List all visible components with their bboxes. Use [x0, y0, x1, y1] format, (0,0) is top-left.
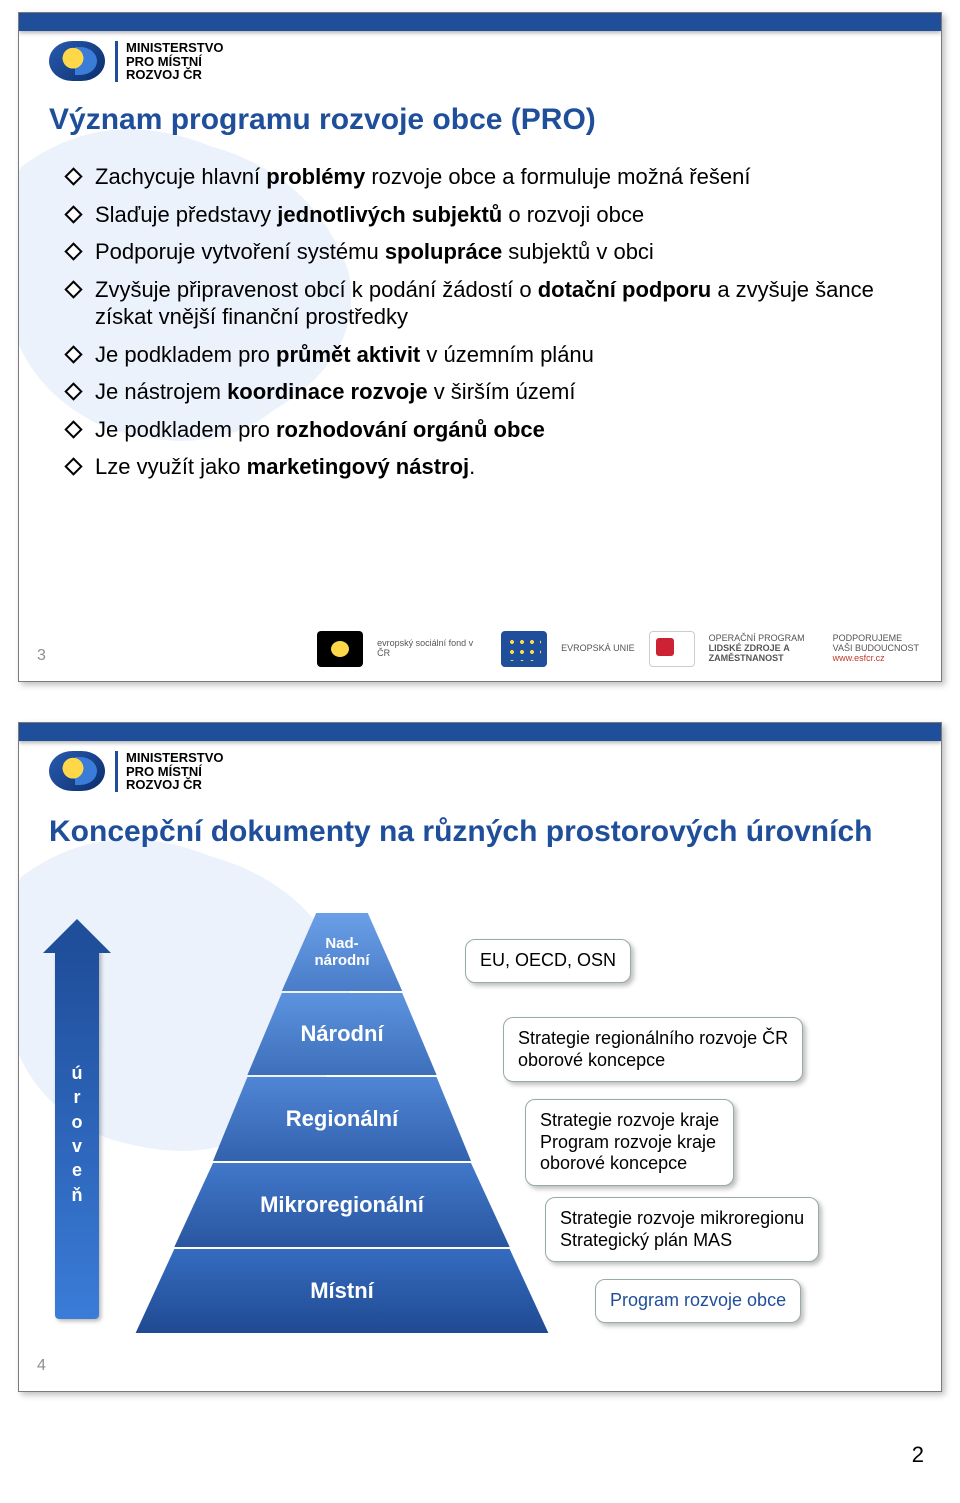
level-label-line: Program rozvoje obce: [610, 1290, 786, 1312]
axis-arrow: úroveň: [55, 949, 99, 1319]
support-text: PODPORUJEME VAŠI BUDOUCNOST www.esfcr.cz: [833, 634, 919, 664]
bullet-item: Lze využít jako marketingový nástroj.: [67, 453, 911, 481]
ministry-line: MINISTERSTVO: [126, 751, 224, 765]
ministry-logo-text: MINISTERSTVO PRO MÍSTNÍ ROZVOJ ČR: [115, 41, 224, 82]
level-label-line: EU, OECD, OSN: [480, 950, 616, 972]
level-label-box: Strategie rozvoje mikroregionuStrategick…: [545, 1197, 819, 1262]
slide-number: 3: [37, 647, 46, 665]
pyramid-layer: Místní: [127, 1249, 557, 1333]
footer-text: evropský sociální fond v ČR: [377, 638, 473, 658]
slide-1: MINISTERSTVO PRO MÍSTNÍ ROZVOJ ČR Význam…: [18, 12, 942, 682]
level-label-line: Strategie rozvoje kraje: [540, 1110, 719, 1132]
axis-letter: ú: [72, 1061, 83, 1085]
bullet-item: Slaďuje představy jednotlivých subjektů …: [67, 201, 911, 229]
ministry-logo-text: MINISTERSTVO PRO MÍSTNÍ ROZVOJ ČR: [115, 751, 224, 792]
pyramid-layer-label: Místní: [310, 1278, 374, 1304]
level-label-box: Program rozvoje obce: [595, 1279, 801, 1323]
ministry-line: MINISTERSTVO: [126, 41, 224, 55]
slide-topbar: [19, 13, 941, 31]
pyramid-layer-label: Mikroregionální: [260, 1192, 424, 1218]
esf-logo-icon: [317, 631, 363, 667]
level-label-line: Strategický plán MAS: [560, 1230, 804, 1252]
axis-letter: v: [72, 1134, 82, 1158]
esf-logo-text: evropský sociální fond v ČR: [377, 639, 487, 659]
pyramid-layer-label: Národní: [300, 1021, 383, 1047]
slide-title: Význam programu rozvoje obce (PRO): [49, 103, 911, 137]
ministry-line: PRO MÍSTNÍ: [126, 55, 224, 69]
pyramid-layer: Národní: [127, 993, 557, 1075]
level-label-line: oborové koncepce: [540, 1153, 719, 1175]
level-label-box: Strategie rozvoje krajeProgram rozvoje k…: [525, 1099, 734, 1186]
bullet-item: Je podkladem pro rozhodování orgánů obce: [67, 416, 911, 444]
eu-text: EVROPSKÁ UNIE: [561, 644, 635, 654]
level-label-box: Strategie regionálního rozvoje ČRoborové…: [503, 1017, 803, 1082]
page-number: 2: [0, 1432, 960, 1488]
bullet-item: Podporuje vytvoření systému spolupráce s…: [67, 238, 911, 266]
level-label-box: EU, OECD, OSN: [465, 939, 631, 983]
bullet-item: Je nástrojem koordinace rozvoje v širším…: [67, 378, 911, 406]
op-text: OPERAČNÍ PROGRAM LIDSKÉ ZDROJE A ZAMĚSTN…: [709, 634, 819, 664]
eu-flag-icon: [501, 631, 547, 667]
bullet-item: Zvyšuje připravenost obcí k podání žádos…: [67, 276, 911, 331]
axis-letter: ň: [72, 1183, 83, 1207]
op-logo-icon: [649, 631, 695, 667]
slide-title: Koncepční dokumenty na různých prostorov…: [49, 815, 911, 848]
ministry-line: ROZVOJ ČR: [126, 778, 224, 792]
footer-logos: evropský sociální fond v ČR EVROPSKÁ UNI…: [317, 631, 919, 667]
ministry-logo-icon: [49, 41, 105, 81]
footer-link: www.esfcr.cz: [833, 654, 919, 664]
bullet-list: Zachycuje hlavní problémy rozvoje obce a…: [67, 163, 911, 491]
level-label-line: Program rozvoje kraje: [540, 1132, 719, 1154]
pyramid-layer: Regionální: [127, 1077, 557, 1161]
pyramid-layer-label: Regionální: [286, 1106, 398, 1132]
bullet-item: Je podkladem pro průmět aktivit v územní…: [67, 341, 911, 369]
pyramid-diagram: úroveň Nad-národní Národní Regionální Mikro…: [55, 913, 917, 1371]
ministry-logo: MINISTERSTVO PRO MÍSTNÍ ROZVOJ ČR: [49, 751, 224, 792]
footer-text: LIDSKÉ ZDROJE: [709, 643, 781, 653]
level-label-line: Strategie regionálního rozvoje ČR: [518, 1028, 788, 1050]
pyramid-layer-label: Nad-národní: [315, 935, 370, 969]
axis-letter: r: [73, 1085, 80, 1109]
ministry-line: PRO MÍSTNÍ: [126, 765, 224, 779]
ministry-logo: MINISTERSTVO PRO MÍSTNÍ ROZVOJ ČR: [49, 41, 224, 82]
ministry-line: ROZVOJ ČR: [126, 68, 224, 82]
level-label-line: Strategie rozvoje mikroregionu: [560, 1208, 804, 1230]
slide-topbar: [19, 723, 941, 741]
bullet-item: Zachycuje hlavní problémy rozvoje obce a…: [67, 163, 911, 191]
axis-letter: e: [72, 1158, 82, 1182]
slide-number: 4: [37, 1357, 46, 1375]
level-label-line: oborové koncepce: [518, 1050, 788, 1072]
ministry-logo-icon: [49, 751, 105, 791]
pyramid-layer: Mikroregionální: [127, 1163, 557, 1247]
slide-2: MINISTERSTVO PRO MÍSTNÍ ROZVOJ ČR Koncep…: [18, 722, 942, 1392]
axis-letter: o: [72, 1110, 83, 1134]
